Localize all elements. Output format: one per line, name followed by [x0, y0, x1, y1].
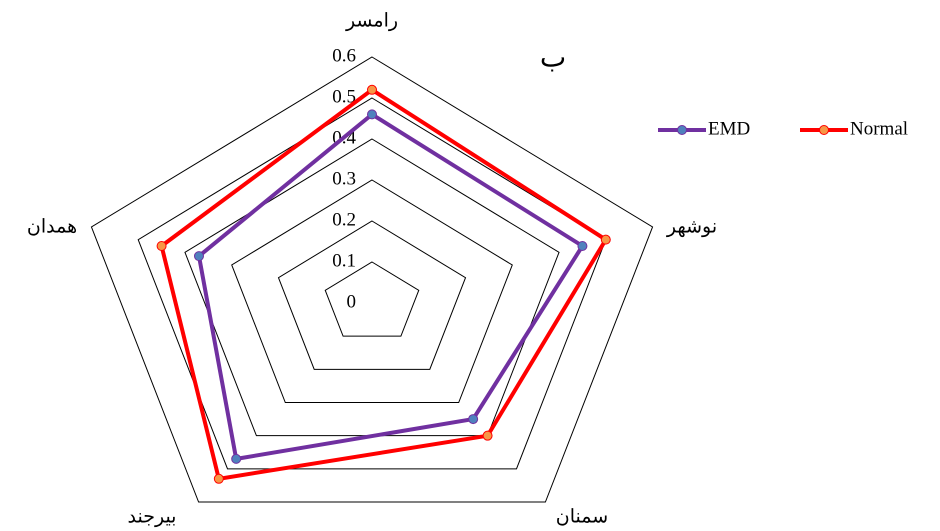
grid-ring — [231, 179, 513, 404]
data-point — [193, 251, 204, 262]
data-point — [367, 109, 377, 120]
tick-label: 0.6 — [332, 45, 356, 66]
category-label: رامسر — [345, 10, 398, 31]
legend-label: Normal — [850, 118, 908, 139]
tick-label: 0 — [347, 291, 357, 312]
series-line — [159, 87, 609, 482]
category-label: بیرجند — [128, 506, 177, 527]
category-label: همدان — [27, 216, 77, 237]
tick-label: 0.2 — [332, 209, 356, 230]
data-point — [231, 453, 242, 464]
grid-ring — [90, 56, 654, 503]
grid-ring — [184, 138, 560, 437]
data-point — [600, 234, 611, 245]
category-label: نوشهر — [666, 216, 717, 237]
grid-ring — [137, 97, 607, 470]
data-point — [577, 240, 588, 251]
grid-ring — [324, 261, 420, 337]
tick-label: 0.1 — [332, 250, 356, 271]
data-point — [367, 84, 377, 95]
data-point — [482, 430, 493, 441]
category-label: سمنان — [556, 506, 608, 527]
grid-ring — [277, 220, 467, 370]
legend-marker — [677, 125, 687, 135]
tick-label: 0.3 — [332, 168, 356, 189]
data-point — [468, 414, 479, 425]
data-point — [213, 473, 224, 484]
annotation: ب — [540, 42, 566, 73]
data-point — [156, 240, 167, 251]
tick-label: 0.5 — [332, 86, 356, 107]
legend-marker — [819, 125, 829, 135]
legend-label: EMD — [708, 118, 750, 139]
series-line — [196, 111, 586, 462]
